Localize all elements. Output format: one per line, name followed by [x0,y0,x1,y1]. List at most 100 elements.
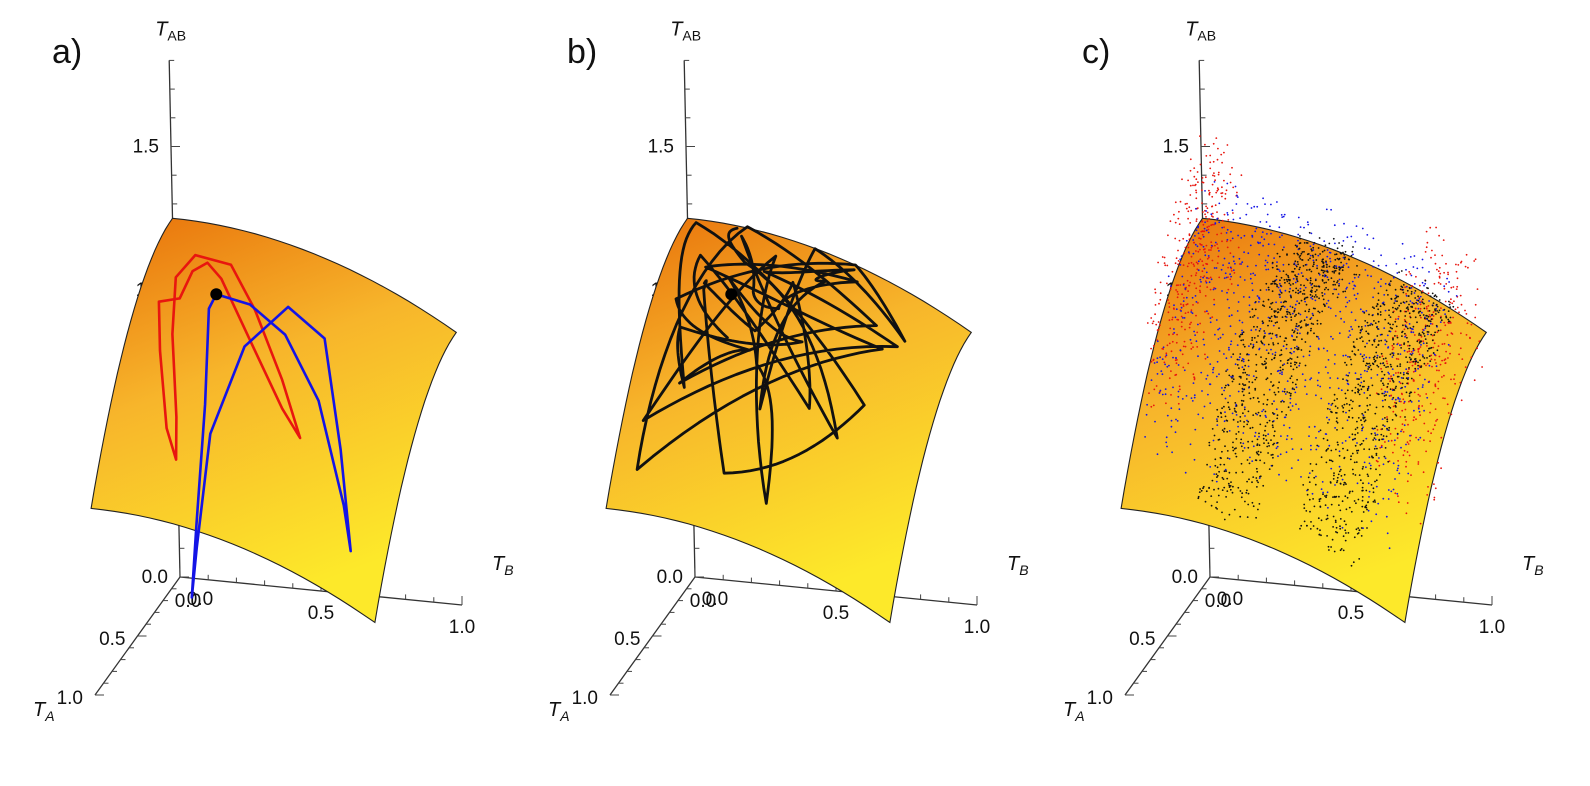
data-point [1215,191,1218,194]
data-point [1289,409,1292,411]
data-point [1255,264,1257,267]
data-point [1377,393,1379,395]
data-point [1195,220,1198,223]
data-point [1332,292,1334,295]
data-point [1318,311,1321,314]
data-point [1273,391,1276,394]
data-point [1425,364,1427,367]
data-point [1417,361,1419,364]
data-point [1255,227,1258,230]
data-point [1396,336,1399,339]
data-point [1474,303,1477,306]
data-point [1365,489,1368,492]
data-point [1405,285,1408,288]
x-tick-label: 0.0 [1205,591,1231,612]
data-point [1203,405,1206,408]
data-point [1447,412,1450,414]
data-point [1293,309,1296,312]
data-point [1442,397,1444,399]
data-point [1201,177,1204,179]
data-point [1264,425,1267,427]
data-point [1221,219,1224,222]
data-point [1285,414,1288,416]
data-point [1164,393,1167,396]
data-point [1402,301,1405,304]
data-point [1300,320,1303,322]
data-point [1194,428,1197,431]
data-point [1209,276,1212,279]
data-point [1297,216,1300,219]
data-point [1379,446,1382,449]
data-point [1405,310,1407,313]
data-point [1357,391,1360,394]
data-point [1300,476,1302,478]
data-point [1409,353,1412,355]
data-point [1242,331,1245,333]
data-point [1226,298,1229,301]
data-point [1285,319,1287,322]
data-point [1177,293,1180,295]
data-point [1189,158,1192,161]
data-point [1328,444,1331,447]
data-point [1279,360,1282,362]
data-point [1429,320,1431,322]
data-point [1291,270,1293,273]
data-point [1440,436,1443,439]
data-point [1360,388,1363,391]
data-point [1318,533,1321,536]
data-point [1312,259,1315,262]
data-point [1318,297,1320,300]
data-point [1298,256,1301,258]
data-point [1232,212,1234,214]
data-point [1277,311,1280,313]
data-point [1322,271,1325,274]
data-point [1161,393,1164,396]
data-point [1239,353,1242,355]
data-point [1441,254,1444,257]
data-point [1191,312,1194,315]
data-point [1300,299,1303,302]
data-point [1327,299,1330,302]
data-point [1452,286,1455,288]
data-point [1183,369,1186,372]
data-point [1363,369,1366,372]
data-point [1316,319,1319,322]
data-point [1295,366,1298,369]
data-point [1209,317,1212,319]
data-point [1445,262,1447,265]
data-point [1333,280,1335,283]
data-point [1358,274,1361,276]
data-point [1384,417,1386,419]
data-point [1316,296,1318,298]
data-point [1290,316,1293,319]
data-point [1381,399,1384,402]
data-point [1210,244,1213,247]
data-point [1192,382,1195,384]
data-point [1156,453,1159,456]
data-point [1378,356,1381,358]
data-point [1357,276,1360,278]
data-point [1339,549,1342,552]
data-point [1370,432,1373,435]
data-point [1295,264,1297,266]
data-point [1373,358,1376,361]
data-point [1434,308,1436,311]
data-point [1179,284,1182,286]
data-point [1326,535,1328,537]
data-point [1286,280,1289,283]
data-point [1299,313,1302,316]
data-point [1338,332,1341,335]
data-point [1255,477,1258,479]
data-point [1341,244,1344,247]
data-point [1336,398,1338,400]
data-point [1187,179,1189,182]
data-point [1290,365,1292,368]
data-point [1212,142,1215,145]
data-point [1276,417,1279,420]
data-point [1264,414,1267,417]
data-point [1300,284,1302,286]
data-point [1382,497,1385,500]
data-point [1226,144,1229,146]
data-point [1202,485,1205,488]
